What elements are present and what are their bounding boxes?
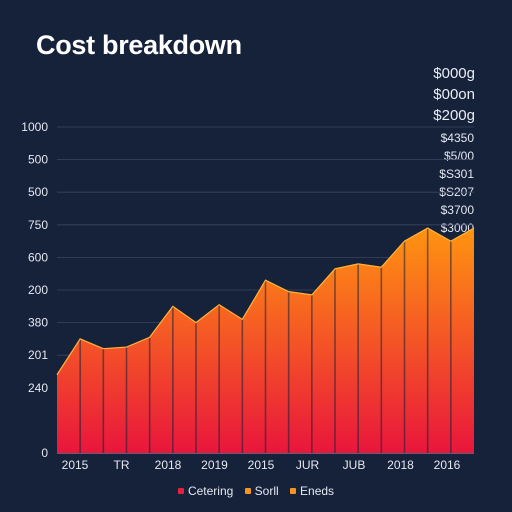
area-outline bbox=[56, 227, 475, 376]
y-tick-label: 750 bbox=[28, 218, 48, 232]
legend-swatch bbox=[244, 487, 251, 494]
y-tick-label: 500 bbox=[28, 153, 48, 167]
side-label: $000g bbox=[433, 65, 475, 82]
y-tick-label: 380 bbox=[28, 316, 48, 330]
x-tick-label: 2015 bbox=[248, 458, 275, 472]
x-axis-ticks: 2015 TR 2018 2019 2015 JUR JUB 2018 2016 bbox=[62, 458, 461, 472]
y-tick-label: 1000 bbox=[21, 120, 48, 134]
legend: Cetering Sorll Eneds bbox=[0, 484, 512, 498]
side-label: $200g bbox=[433, 107, 475, 124]
side-label-secondary: $S301 bbox=[439, 167, 474, 181]
area-fill bbox=[56, 227, 475, 453]
legend-label: Eneds bbox=[300, 484, 335, 498]
x-tick-label: 2015 bbox=[62, 458, 89, 472]
y-tick-label: 500 bbox=[28, 185, 48, 199]
side-label: $00on bbox=[433, 86, 475, 103]
legend-label: Sorll bbox=[254, 484, 279, 498]
x-tick-label: 2016 bbox=[434, 458, 461, 472]
x-tick-label: 2018 bbox=[155, 458, 182, 472]
x-tick-label: JUB bbox=[343, 458, 366, 472]
x-tick-label: TR bbox=[114, 458, 130, 472]
y-tick-label: 0 bbox=[41, 446, 48, 460]
y-tick-label: 201 bbox=[28, 348, 48, 362]
legend-swatch bbox=[177, 487, 184, 494]
y-axis-ticks: 1000 500 500 750 600 200 380 201 240 0 bbox=[21, 120, 48, 460]
chart-title: Cost breakdown bbox=[36, 30, 242, 60]
y-tick-label: 200 bbox=[28, 283, 48, 297]
legend-item: Sorll bbox=[244, 484, 279, 498]
x-tick-label: 2018 bbox=[387, 458, 414, 472]
x-tick-label: JUR bbox=[296, 458, 320, 472]
legend-label: Cetering bbox=[187, 484, 234, 498]
side-label-secondary: $4350 bbox=[440, 131, 474, 145]
side-value-labels: $000g $00on $200g bbox=[433, 63, 475, 126]
legend-item: Cetering bbox=[177, 484, 234, 498]
y-tick-label: 240 bbox=[28, 381, 48, 395]
y-tick-label: 600 bbox=[28, 250, 48, 264]
x-tick-label: 2019 bbox=[201, 458, 228, 472]
legend-swatch bbox=[290, 487, 297, 494]
side-label-secondary: $3700 bbox=[440, 203, 474, 217]
legend-item: Eneds bbox=[290, 484, 334, 498]
